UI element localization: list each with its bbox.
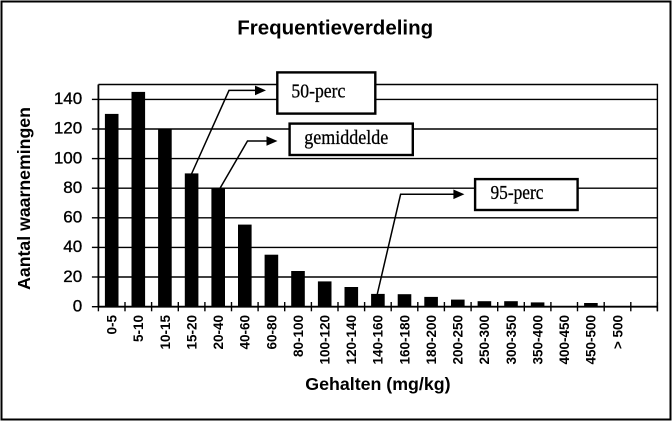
svg-text:50-perc: 50-perc <box>291 80 345 102</box>
svg-text:Aantal waarnemingen: Aantal waarnemingen <box>14 107 34 290</box>
svg-text:350-400: 350-400 <box>531 315 546 365</box>
svg-text:40: 40 <box>63 237 82 256</box>
svg-text:40-60: 40-60 <box>238 315 253 350</box>
svg-text:60: 60 <box>63 208 82 227</box>
svg-text:60-80: 60-80 <box>264 315 279 350</box>
svg-text:120: 120 <box>54 119 82 138</box>
svg-text:200-250: 200-250 <box>451 315 466 365</box>
svg-text:80: 80 <box>63 178 82 197</box>
svg-text:20: 20 <box>63 267 82 286</box>
svg-text:Frequentieverdeling: Frequentieverdeling <box>237 17 433 40</box>
svg-text:140: 140 <box>54 89 82 108</box>
svg-text:95-perc: 95-perc <box>491 182 544 204</box>
svg-text:0-5: 0-5 <box>105 315 120 335</box>
svg-text:140-160: 140-160 <box>371 315 386 365</box>
svg-text:160-180: 160-180 <box>397 315 412 365</box>
svg-text:120-140: 120-140 <box>344 315 359 365</box>
svg-text:> 500: > 500 <box>610 315 625 349</box>
svg-text:250-300: 250-300 <box>477 315 492 365</box>
svg-text:300-350: 300-350 <box>504 315 519 365</box>
svg-text:15-20: 15-20 <box>184 315 199 350</box>
svg-text:gemiddelde: gemiddelde <box>304 127 388 149</box>
svg-text:Gehalten (mg/kg): Gehalten (mg/kg) <box>305 374 450 394</box>
svg-text:20-40: 20-40 <box>211 315 226 350</box>
svg-text:10-15: 10-15 <box>158 315 173 350</box>
svg-text:5-10: 5-10 <box>131 315 146 342</box>
svg-text:100: 100 <box>54 148 82 167</box>
svg-text:100-120: 100-120 <box>318 315 333 365</box>
svg-text:450-500: 450-500 <box>584 315 599 365</box>
svg-text:80-100: 80-100 <box>291 315 306 357</box>
svg-text:400-450: 400-450 <box>557 315 572 365</box>
svg-text:180-200: 180-200 <box>424 315 439 365</box>
svg-text:0: 0 <box>73 296 82 315</box>
